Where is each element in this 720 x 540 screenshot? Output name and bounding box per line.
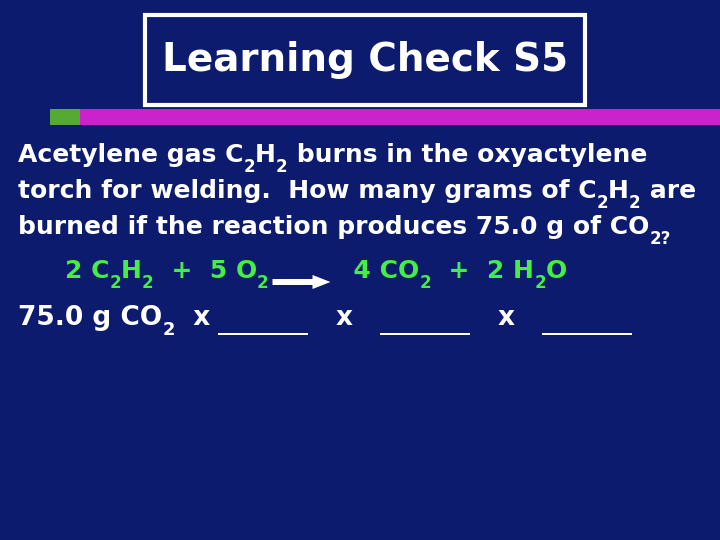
- Bar: [380, 333, 470, 335]
- Bar: [542, 333, 632, 335]
- Text: +  2 H: + 2 H: [431, 259, 534, 283]
- Text: H: H: [608, 179, 629, 203]
- Text: H: H: [121, 259, 142, 283]
- Bar: [50, 109, 80, 125]
- Text: 2: 2: [142, 274, 153, 292]
- Text: 4 CO: 4 CO: [336, 259, 420, 283]
- Bar: [218, 333, 308, 335]
- Text: burns in the oxyactylene: burns in the oxyactylene: [287, 143, 647, 167]
- Text: 2 C: 2 C: [65, 259, 109, 283]
- Text: torch for welding.  How many grams of C: torch for welding. How many grams of C: [18, 179, 597, 203]
- Text: x: x: [175, 305, 210, 331]
- Text: Learning Check S5: Learning Check S5: [162, 41, 568, 79]
- Text: are: are: [641, 179, 696, 203]
- Text: 2: 2: [629, 194, 641, 212]
- FancyBboxPatch shape: [145, 15, 585, 105]
- Bar: [50, 109, 720, 125]
- Text: burned if the reaction produces 75.0 g of CO: burned if the reaction produces 75.0 g o…: [18, 215, 649, 239]
- Text: 2: 2: [420, 274, 431, 292]
- Text: O: O: [546, 259, 567, 283]
- Text: 2: 2: [597, 194, 608, 212]
- Text: x: x: [336, 305, 353, 331]
- Text: 2: 2: [162, 321, 175, 340]
- Text: 75.0 g CO: 75.0 g CO: [18, 305, 162, 331]
- Text: 2: 2: [109, 274, 121, 292]
- Polygon shape: [272, 275, 330, 289]
- Text: 2: 2: [257, 274, 269, 292]
- Text: Acetylene gas C: Acetylene gas C: [18, 143, 243, 167]
- Text: +  5 O: + 5 O: [153, 259, 257, 283]
- Text: 2: 2: [243, 158, 255, 176]
- Text: H: H: [255, 143, 276, 167]
- Text: 2: 2: [534, 274, 546, 292]
- Text: x: x: [498, 305, 515, 331]
- Text: 2?: 2?: [649, 230, 671, 248]
- Text: 2: 2: [276, 158, 287, 176]
